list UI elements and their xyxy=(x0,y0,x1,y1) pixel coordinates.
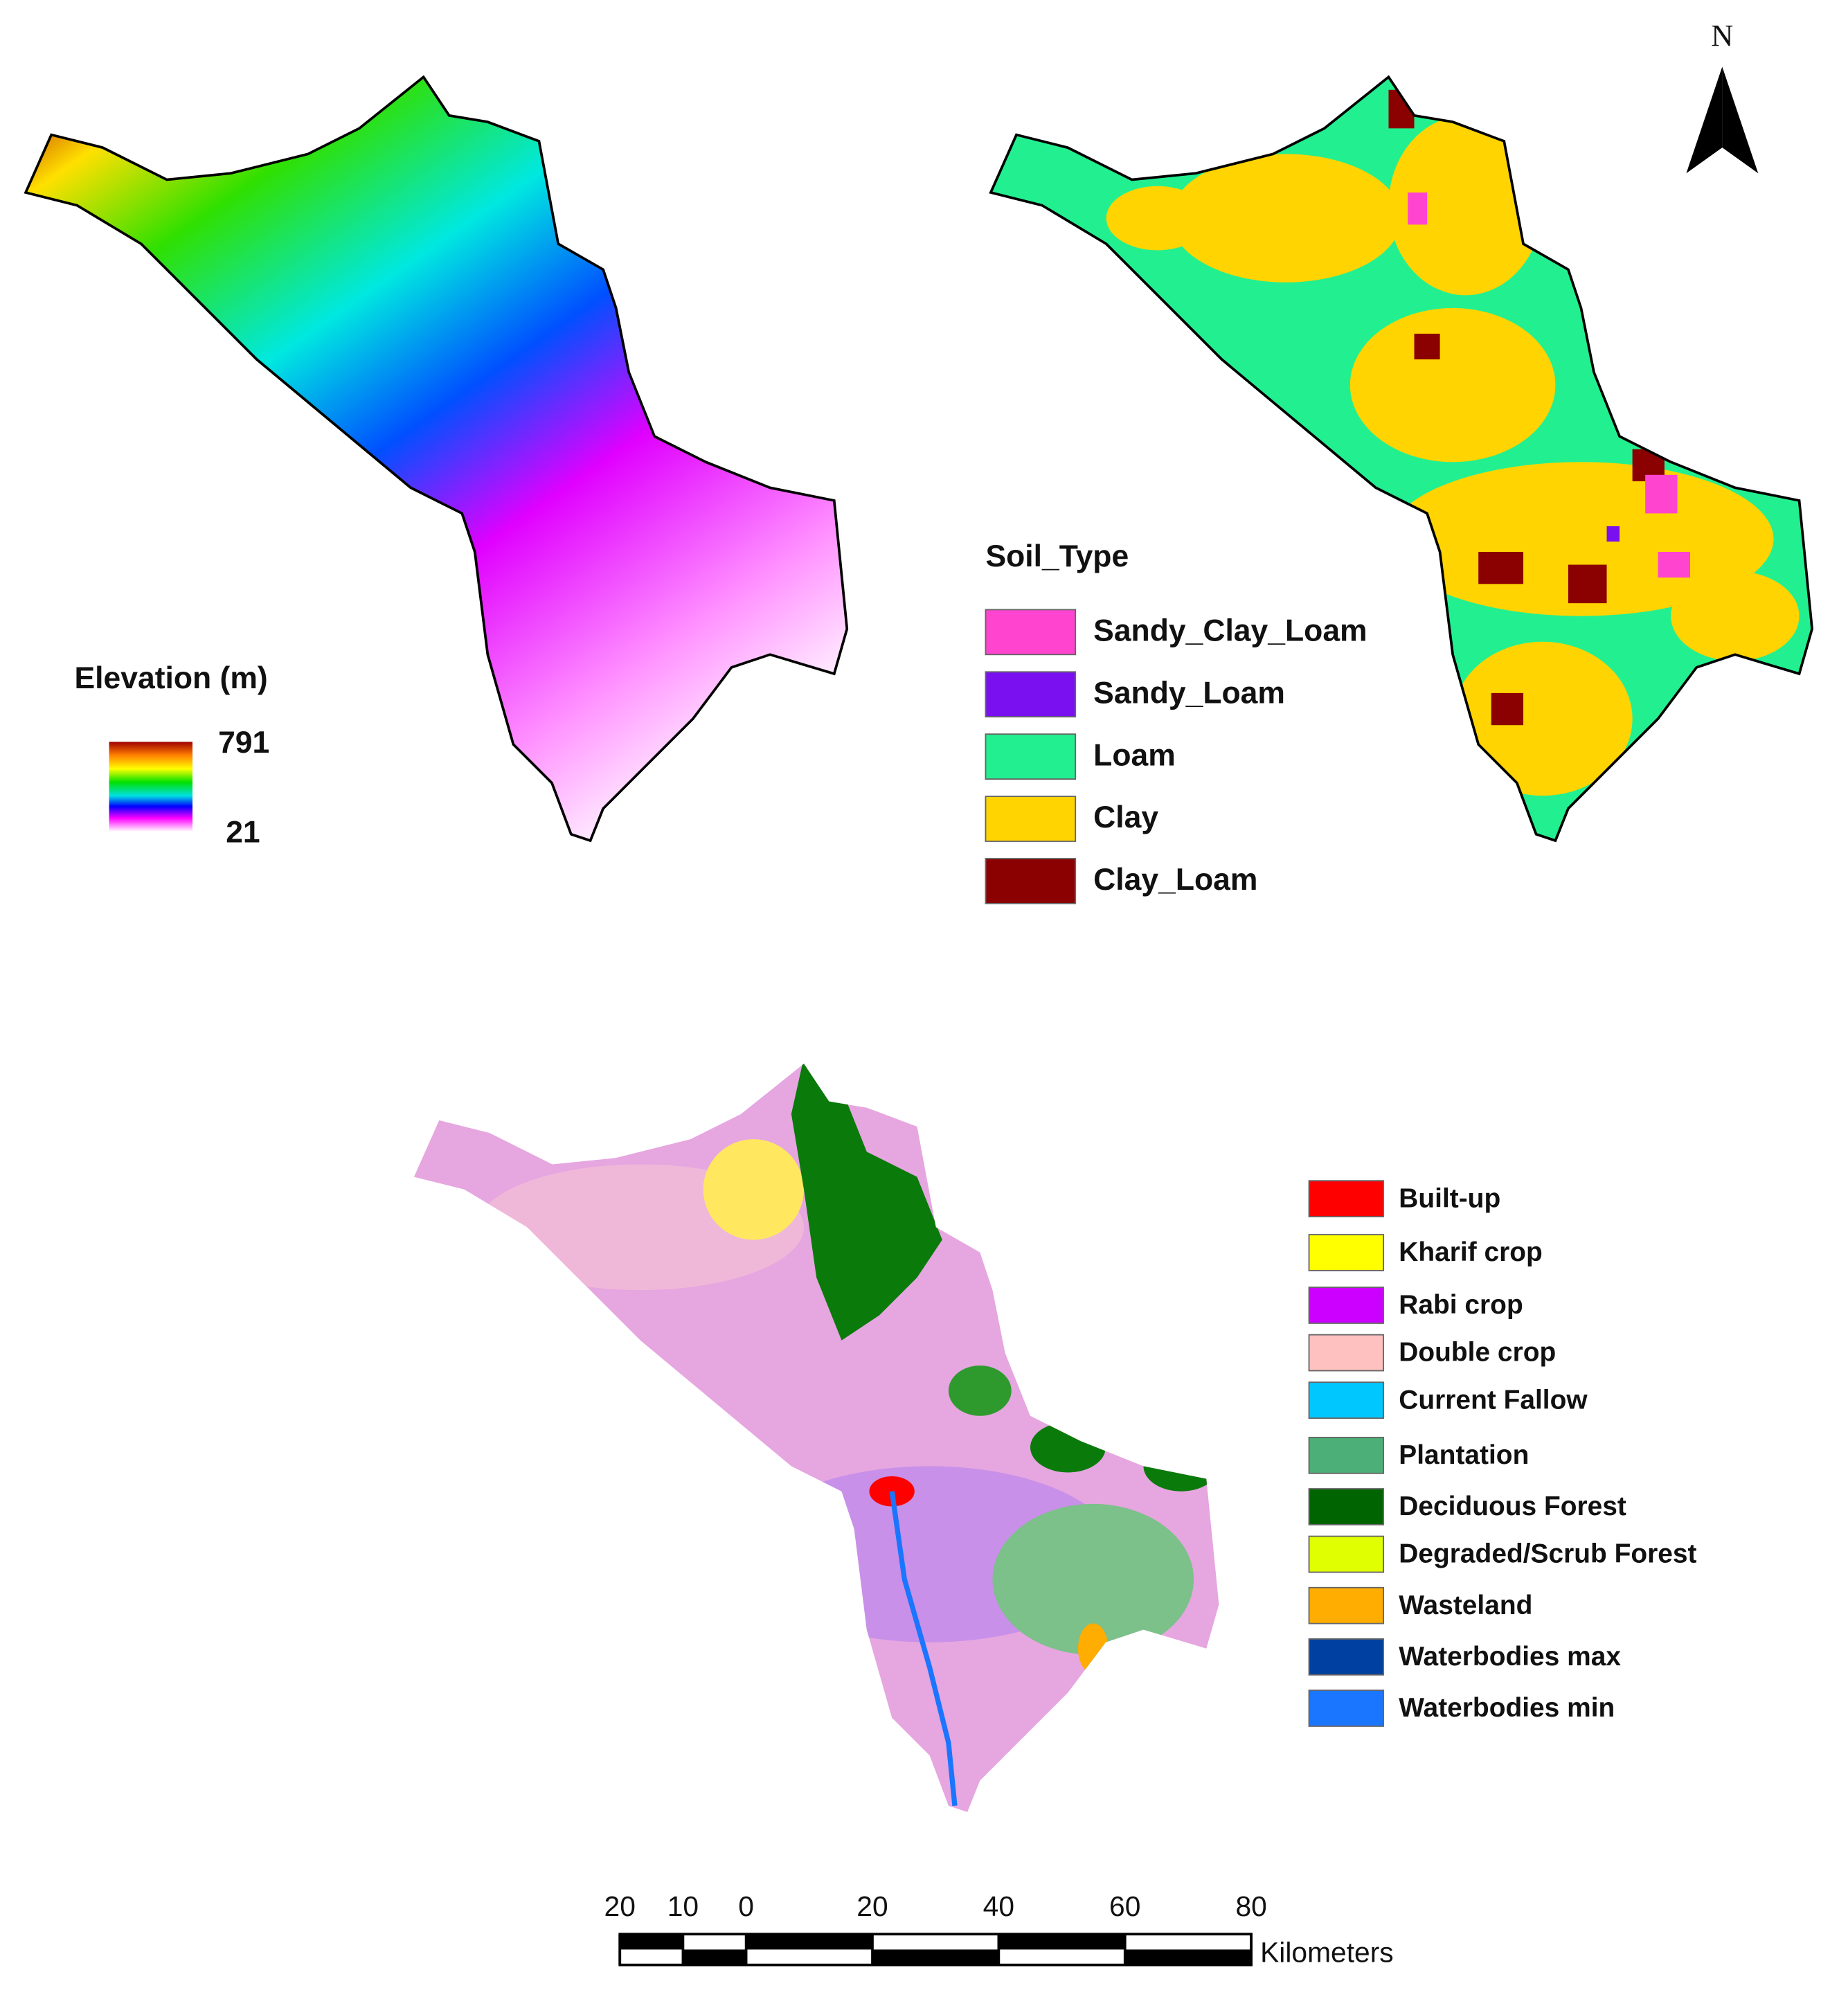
legend-label: Current Fallow xyxy=(1399,1385,1588,1415)
soil-legend: Sandy_Clay_Loam Sandy_Loam Loam Clay Clay_Lo… xyxy=(985,609,1367,904)
landuse-legend: Built-up Kharif crop Rabi crop Double crop C… xyxy=(1308,1180,1697,1727)
scale-segment xyxy=(998,1934,1125,1950)
legend-label: Degraded/Scrub Forest xyxy=(1399,1539,1696,1569)
legend-swatch xyxy=(1308,1535,1384,1573)
scale-unit: Kilometers xyxy=(1260,1937,1394,1969)
scale-tick-label: 0 xyxy=(738,1890,754,1922)
legend-label: Rabi crop xyxy=(1399,1290,1523,1320)
scale-segment xyxy=(683,1949,746,1965)
soil-legend-title: Soil_Type xyxy=(985,539,1129,573)
legend-swatch xyxy=(985,609,1077,656)
legend-label: Plantation xyxy=(1399,1440,1529,1470)
legend-label: Clay xyxy=(1093,800,1158,834)
legend-swatch xyxy=(1308,1287,1384,1324)
legend-swatch xyxy=(1308,1381,1384,1420)
legend-swatch xyxy=(985,796,1077,842)
scale-segment xyxy=(620,1934,683,1950)
legend-label: Built-up xyxy=(1399,1183,1500,1213)
legend-swatch xyxy=(1308,1234,1384,1271)
legend-swatch xyxy=(985,858,1077,904)
legend-swatch xyxy=(1308,1436,1384,1474)
scale-tick-label: 80 xyxy=(1235,1890,1266,1922)
elevation-ramp xyxy=(109,742,193,832)
scale-segment xyxy=(872,1949,999,1965)
legend-label: Sandy_Loam xyxy=(1093,676,1285,710)
legend-label: Wasteland xyxy=(1399,1591,1532,1620)
legend-label: Waterbodies min xyxy=(1399,1693,1615,1723)
scale-bar: Kilometers 20 10 0 20 40 60 80 xyxy=(604,1890,1394,1969)
legend-swatch xyxy=(1308,1180,1384,1218)
north-arrow: N xyxy=(1686,18,1759,174)
legend-label: Sandy_Clay_Loam xyxy=(1093,614,1367,648)
legend-swatch xyxy=(1308,1334,1384,1372)
elevation-title: Elevation (m) xyxy=(75,661,268,695)
legend-swatch xyxy=(985,671,1077,718)
legend-label: Loam xyxy=(1093,738,1176,772)
legend-label: Clay_Loam xyxy=(1093,863,1257,897)
legend-swatch xyxy=(1308,1638,1384,1676)
legend-label: Waterbodies max xyxy=(1399,1642,1621,1672)
elevation-max: 791 xyxy=(218,726,269,760)
legend-label: Deciduous Forest xyxy=(1399,1492,1626,1521)
legend-swatch xyxy=(1308,1488,1384,1525)
legend-swatch xyxy=(1308,1586,1384,1624)
legend-swatch xyxy=(1308,1690,1384,1727)
legend-label: Kharif crop xyxy=(1399,1237,1543,1267)
landuse-map xyxy=(413,1064,1219,1812)
north-label: N xyxy=(1711,18,1733,53)
elevation-map xyxy=(24,75,849,842)
legend-label: Double crop xyxy=(1399,1338,1556,1368)
scale-tick-label: 40 xyxy=(983,1890,1014,1922)
scale-tick-label: 60 xyxy=(1109,1890,1140,1922)
elevation-min: 21 xyxy=(226,816,260,850)
scale-tick-label: 20 xyxy=(856,1890,888,1922)
scale-segment xyxy=(1124,1949,1252,1965)
scale-segment xyxy=(746,1934,872,1950)
legend-swatch xyxy=(985,733,1077,780)
scale-tick-label: 10 xyxy=(667,1890,699,1922)
scale-tick-label: 20 xyxy=(604,1890,636,1922)
